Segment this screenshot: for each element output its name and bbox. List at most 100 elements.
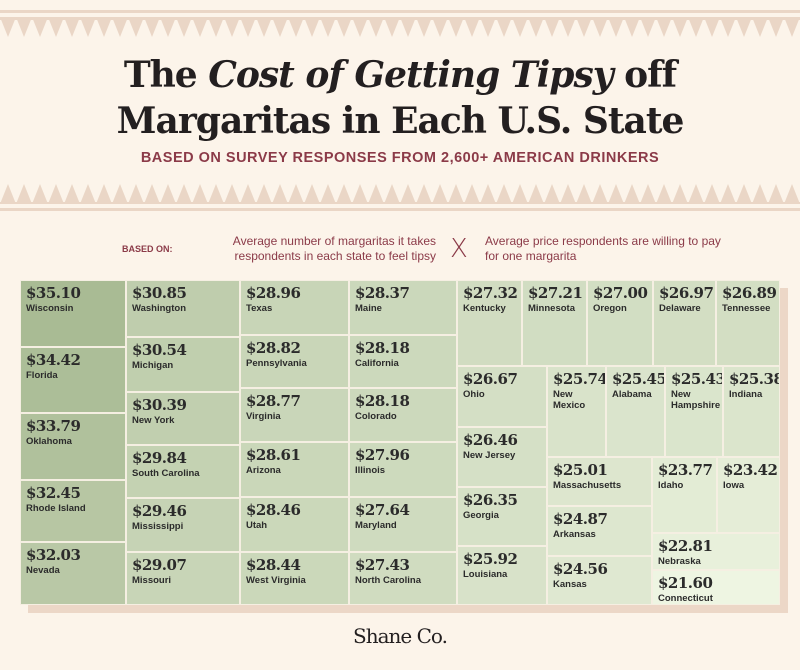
cell-value: $28.61 [246,446,301,464]
treemap-cell-rhode-island: $32.45 Rhode Island [20,480,126,542]
treemap-cell-massachusetts: $25.01 Massachusetts [547,457,652,506]
cell-value: $26.97 [659,284,714,302]
treemap: $35.10 Wisconsin $34.42 Florida $33.79 Oklaho… [20,280,780,605]
title-part1: The [123,54,209,96]
treemap-cell-missouri: $29.07 Missouri [126,552,240,605]
bottom-border-line [0,208,800,211]
treemap-cell-kansas: $24.56 Kansas [547,556,652,605]
cell-state: Oregon [593,303,627,314]
treemap-cell-connecticut: $21.60 Connecticut [652,570,780,605]
cell-state: Massachusetts [553,480,622,491]
multiply-icon: X [450,234,468,264]
cell-value: $30.85 [132,284,187,302]
treemap-cell-kentucky: $27.32 Kentucky [457,280,522,366]
cell-value: $32.45 [26,484,81,502]
treemap-cell-utah: $28.46 Utah [240,497,349,552]
cell-value: $28.37 [355,284,410,302]
cell-state: Indiana [729,389,763,400]
cell-state: Colorado [355,411,397,422]
cell-state: Illinois [355,465,386,476]
treemap-cell-west-virginia: $28.44 West Virginia [240,552,349,605]
cell-value: $23.42 [723,461,778,479]
cell-value: $22.81 [658,537,713,555]
cell-value: $30.54 [132,341,187,359]
cell-value: $27.64 [355,501,410,519]
treemap-cell-texas: $28.96 Texas [240,280,349,335]
cell-state: Michigan [132,360,174,371]
treemap-cell-indiana: $25.38 Indiana [723,366,780,457]
cell-value: $24.56 [553,560,608,578]
top-border-line [0,10,800,13]
title-part2: off [612,54,677,96]
cell-value: $25.43 [671,370,723,388]
cell-state: Delaware [659,303,701,314]
cell-state: New Mexico [553,389,586,411]
treemap-cell-arizona: $28.61 Arizona [240,442,349,497]
title-italic: Cost of Getting Tipsy [208,54,613,96]
cell-value: $27.21 [528,284,583,302]
cell-value: $26.35 [463,491,518,509]
treemap-cell-oklahoma: $33.79 Oklahoma [20,413,126,480]
top-zigzag-border [0,17,800,37]
cell-state: Minnesota [528,303,575,314]
treemap-cell-new-mexico: $25.74 New Mexico [547,366,606,457]
page-title: The Cost of Getting Tipsy off Margaritas… [0,52,800,144]
cell-state: California [355,358,399,369]
treemap-cell-pennsylvania: $28.82 Pennsylvania [240,335,349,388]
bottom-zigzag-border [0,184,800,204]
cell-value: $32.03 [26,546,81,564]
based-on-label: BASED ON: [122,244,173,254]
treemap-cell-tennessee: $26.89 Tennessee [716,280,780,366]
cell-state: Georgia [463,510,499,521]
cell-value: $33.79 [26,417,81,435]
cell-state: New Jersey [463,450,516,461]
cell-state: Connecticut [658,593,713,604]
cell-state: Louisiana [463,569,508,580]
cell-value: $29.46 [132,502,187,520]
cell-state: Oklahoma [26,436,72,447]
cell-value: $35.10 [26,284,81,302]
treemap-cell-nevada: $32.03 Nevada [20,542,126,605]
cell-state: Texas [246,303,273,314]
cell-value: $27.32 [463,284,518,302]
treemap-cell-south-carolina: $29.84 South Carolina [126,445,240,498]
cell-value: $25.92 [463,550,518,568]
cell-value: $24.87 [553,510,608,528]
cell-state: Wisconsin [26,303,74,314]
based-on-legend: BASED ON: Average number of margaritas i… [0,234,800,274]
treemap-cell-alabama: $25.45 Alabama [606,366,665,457]
cell-state: North Carolina [355,575,421,586]
treemap-cell-illinois: $27.96 Illinois [349,442,457,497]
cell-state: Tennessee [722,303,771,314]
cell-state: Maryland [355,520,397,531]
cell-value: $25.38 [729,370,780,388]
cell-state: Missouri [132,575,172,586]
cell-state: Utah [246,520,268,531]
cell-state: Nebraska [658,556,701,567]
cell-state: Pennsylvania [246,358,307,369]
treemap-cell-colorado: $28.18 Colorado [349,388,457,442]
treemap-cell-north-carolina: $27.43 North Carolina [349,552,457,605]
treemap-cell-oregon: $27.00 Oregon [587,280,653,366]
cell-value: $27.96 [355,446,410,464]
treemap-cell-florida: $34.42 Florida [20,347,126,413]
cell-state: Ohio [463,389,485,400]
cell-value: $28.18 [355,392,410,410]
cell-state: Kansas [553,579,587,590]
treemap-cell-wisconsin: $35.10 Wisconsin [20,280,126,347]
cell-value: $21.60 [658,574,713,592]
cell-value: $29.07 [132,556,187,574]
cell-value: $25.74 [553,370,606,388]
treemap-cell-california: $28.18 California [349,335,457,388]
cell-value: $26.46 [463,431,518,449]
cell-state: Arkansas [553,529,596,540]
treemap-cell-nebraska: $22.81 Nebraska [652,533,780,570]
cell-value: $28.96 [246,284,301,302]
treemap-cell-new-york: $30.39 New York [126,392,240,445]
treemap-cell-ohio: $26.67 Ohio [457,366,547,427]
cell-value: $34.42 [26,351,81,369]
cell-value: $27.43 [355,556,410,574]
cell-value: $23.77 [658,461,713,479]
cell-value: $26.67 [463,370,518,388]
treemap-cell-delaware: $26.97 Delaware [653,280,716,366]
